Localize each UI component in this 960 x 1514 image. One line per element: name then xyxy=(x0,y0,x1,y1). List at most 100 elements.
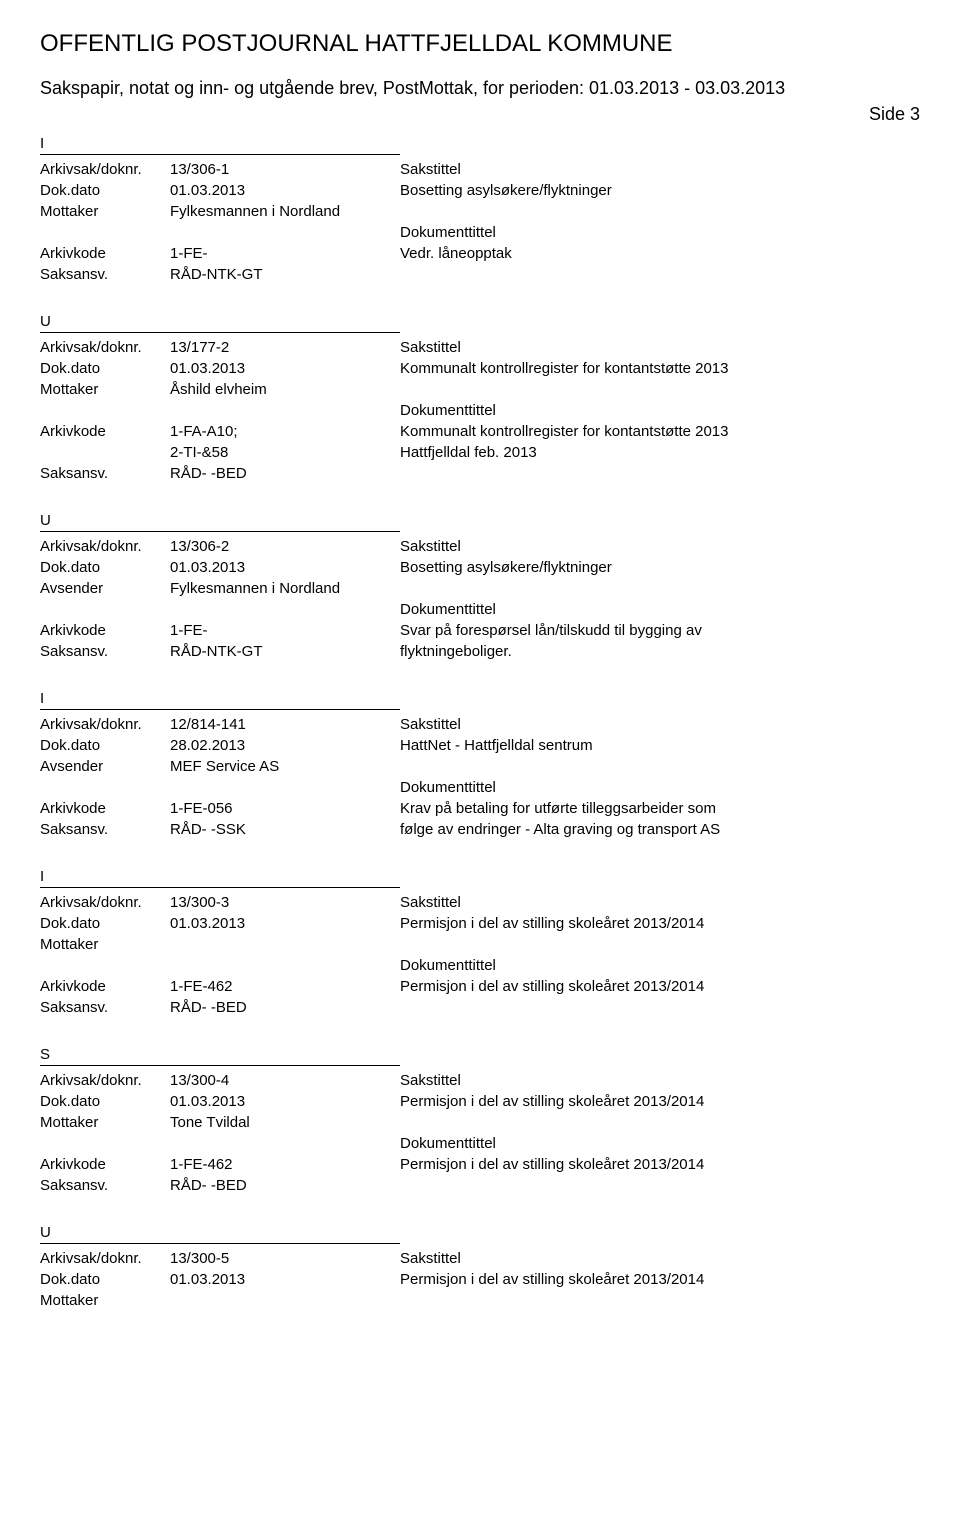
party-label: Mottaker xyxy=(40,1112,170,1133)
party-label: Mottaker xyxy=(40,379,170,400)
dokumenttittel-label: Dokumenttittel xyxy=(400,1133,920,1154)
entry-type: S xyxy=(40,1046,920,1063)
sakstittel-label: Sakstittel xyxy=(400,892,920,913)
empty xyxy=(40,222,170,243)
dokdato-value: 01.03.2013 xyxy=(170,557,400,578)
dokdato-value: 01.03.2013 xyxy=(170,913,400,934)
dokumenttittel-label: Dokumenttittel xyxy=(400,222,920,243)
dokumenttittel-value-2: følge av endringer - Alta graving og tra… xyxy=(400,819,920,840)
dokumenttittel-value-2: flyktningeboliger. xyxy=(400,641,920,662)
dokumenttittel-value: Vedr. låneopptak xyxy=(400,243,920,264)
entry-divider xyxy=(40,154,400,155)
arkivsak-value: 13/177-2 xyxy=(170,337,400,358)
party-value xyxy=(170,934,400,955)
arkivkode-value: 1-FE-462 xyxy=(170,1154,400,1175)
dokumenttittel-value: Permisjon i del av stilling skoleåret 20… xyxy=(400,1154,920,1175)
empty xyxy=(400,379,920,400)
empty xyxy=(170,400,400,421)
arkivkode-label: Arkivkode xyxy=(40,421,170,442)
party-value xyxy=(170,1290,400,1311)
entry-type: I xyxy=(40,690,920,707)
party-value: Tone Tvildal xyxy=(170,1112,400,1133)
arkivsak-label: Arkivsak/doknr. xyxy=(40,337,170,358)
empty xyxy=(400,1112,920,1133)
party-label: Mottaker xyxy=(40,1290,170,1311)
saksansv-value: RÅD- -BED xyxy=(170,463,400,484)
arkivsak-label: Arkivsak/doknr. xyxy=(40,536,170,557)
dokdato-label: Dok.dato xyxy=(40,1269,170,1290)
dokdato-value: 01.03.2013 xyxy=(170,180,400,201)
entry-divider xyxy=(40,887,400,888)
sakstittel-value: HattNet - Hattfjelldal sentrum xyxy=(400,735,920,756)
dokdato-value: 01.03.2013 xyxy=(170,1269,400,1290)
empty xyxy=(40,400,170,421)
dokumenttittel-value-2 xyxy=(400,1175,920,1196)
arkivkode-label: Arkivkode xyxy=(40,1154,170,1175)
arkivkode-value: 1-FE- xyxy=(170,620,400,641)
entry-divider xyxy=(40,709,400,710)
arkivkode-value: 1-FE-056 xyxy=(170,798,400,819)
entry-divider xyxy=(40,1065,400,1066)
entry-divider xyxy=(40,531,400,532)
page-subtitle: Sakspapir, notat og inn- og utgående bre… xyxy=(40,78,920,99)
party-label: Avsender xyxy=(40,756,170,777)
saksansv-label: Saksansv. xyxy=(40,1175,170,1196)
arkivsak-label: Arkivsak/doknr. xyxy=(40,159,170,180)
sakstittel-value: Kommunalt kontrollregister for kontantst… xyxy=(400,358,920,379)
journal-entry: I Arkivsak/doknr.13/306-1Sakstittel Dok.da… xyxy=(40,135,920,285)
dokdato-label: Dok.dato xyxy=(40,180,170,201)
journal-entry: U Arkivsak/doknr.13/177-2Sakstittel Dok.da… xyxy=(40,313,920,484)
empty xyxy=(40,777,170,798)
arkivsak-value: 13/306-2 xyxy=(170,536,400,557)
arkivsak-value: 13/306-1 xyxy=(170,159,400,180)
empty xyxy=(400,201,920,222)
dokumenttittel-value: Kommunalt kontrollregister for kontantst… xyxy=(400,421,920,442)
sakstittel-label: Sakstittel xyxy=(400,1248,920,1269)
arkivkode-label: Arkivkode xyxy=(40,976,170,997)
dokdato-value: 01.03.2013 xyxy=(170,1091,400,1112)
sakstittel-label: Sakstittel xyxy=(400,159,920,180)
empty xyxy=(400,1290,920,1311)
saksansv-value: RÅD-NTK-GT xyxy=(170,641,400,662)
dokdato-label: Dok.dato xyxy=(40,358,170,379)
arkivkode-value: 1-FA-A10; xyxy=(170,421,400,442)
entry-type: I xyxy=(40,135,920,152)
page-number: Side 3 xyxy=(40,104,920,125)
dokdato-label: Dok.dato xyxy=(40,913,170,934)
dokumenttittel-value-2: Hattfjelldal feb. 2013 xyxy=(400,442,920,463)
empty xyxy=(170,599,400,620)
sakstittel-label: Sakstittel xyxy=(400,337,920,358)
saksansv-label: Saksansv. xyxy=(40,264,170,285)
entry-type: U xyxy=(40,313,920,330)
sakstittel-label: Sakstittel xyxy=(400,714,920,735)
journal-entry: I Arkivsak/doknr.12/814-141Sakstittel Dok.… xyxy=(40,690,920,840)
journal-entry: SArkivsak/doknr.13/300-4SakstittelDok.da… xyxy=(40,1046,920,1196)
party-value: Fylkesmannen i Nordland xyxy=(170,578,400,599)
dokdato-value: 28.02.2013 xyxy=(170,735,400,756)
dokumenttittel-label: Dokumenttittel xyxy=(400,599,920,620)
party-value: Fylkesmannen i Nordland xyxy=(170,201,400,222)
arkivkode-value: 1-FE- xyxy=(170,243,400,264)
dokumenttittel-label: Dokumenttittel xyxy=(400,955,920,976)
arkivsak-label: Arkivsak/doknr. xyxy=(40,714,170,735)
party-label: Mottaker xyxy=(40,934,170,955)
arkivkode-label: Arkivkode xyxy=(40,798,170,819)
empty xyxy=(40,599,170,620)
party-value: MEF Service AS xyxy=(170,756,400,777)
dokumenttittel-value-2 xyxy=(400,264,920,285)
saksansv-value: RÅD-NTK-GT xyxy=(170,264,400,285)
empty xyxy=(170,1133,400,1154)
saksansv-value: RÅD- -SSK xyxy=(170,819,400,840)
sakstittel-value: Permisjon i del av stilling skoleåret 20… xyxy=(400,1269,920,1290)
sakstittel-label: Sakstittel xyxy=(400,536,920,557)
empty xyxy=(170,222,400,243)
journal-entry: UArkivsak/doknr.13/300-5SakstittelDok.da… xyxy=(40,1224,920,1311)
saksansv-label: Saksansv. xyxy=(40,463,170,484)
empty xyxy=(400,756,920,777)
arkivsak-value: 12/814-141 xyxy=(170,714,400,735)
empty xyxy=(400,934,920,955)
empty xyxy=(40,442,170,463)
dokdato-label: Dok.dato xyxy=(40,735,170,756)
empty xyxy=(40,1133,170,1154)
page-title: OFFENTLIG POSTJOURNAL HATTFJELLDAL KOMMU… xyxy=(40,30,920,58)
